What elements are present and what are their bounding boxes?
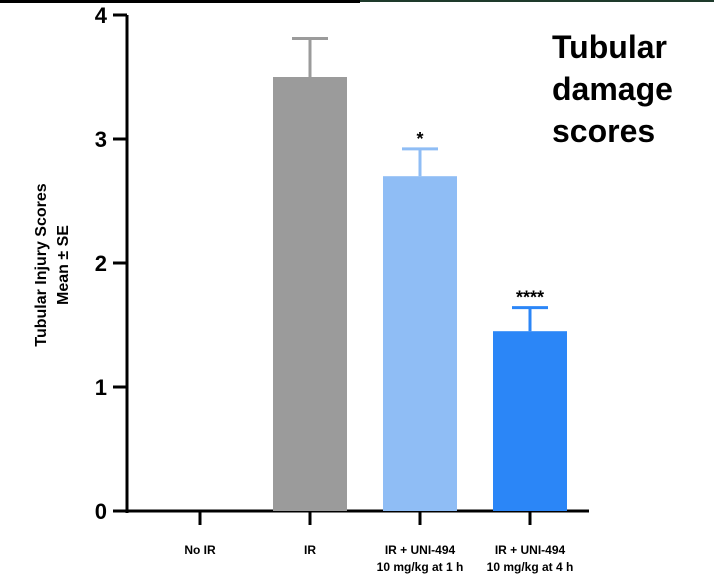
x-tick-label: IR + UNI-494 [385, 543, 456, 557]
y-axis-label-line2: Mean ± SE [55, 225, 72, 305]
top-border-strip [0, 0, 360, 3]
bars [273, 77, 567, 511]
x-tick-label: IR [304, 543, 316, 557]
y-tick-labels: 0 1 2 3 4 [95, 3, 108, 524]
y-tick-label: 1 [95, 375, 107, 400]
chart-title-line2: damage [552, 71, 673, 107]
y-tick-label: 0 [95, 499, 107, 524]
x-tick-label: IR + UNI-494 [495, 543, 566, 557]
y-tick-label: 4 [95, 3, 108, 28]
x-tick-labels: No IR IR IR + UNI-494 10 mg/kg at 1 h IR + U… [184, 543, 573, 574]
significance-label: **** [516, 288, 544, 308]
bar [273, 77, 347, 511]
significance-markers: ***** [416, 129, 544, 308]
bar [493, 331, 567, 511]
x-tick-label-line2: 10 mg/kg at 4 h [487, 560, 574, 574]
top-border-strip-right [360, 0, 714, 2]
y-axis-label-line1: Tubular Injury Scores [33, 183, 50, 346]
chart-title-line3: scores [552, 113, 655, 149]
y-tick-label: 3 [95, 127, 107, 152]
significance-label: * [416, 129, 423, 149]
bar [383, 176, 457, 511]
x-tick-label-line2: 10 mg/kg at 1 h [377, 560, 464, 574]
x-tick-label: No IR [184, 543, 216, 557]
y-tick-label: 2 [95, 251, 107, 276]
chart-title-line1: Tubular [552, 29, 667, 65]
error-bars [292, 37, 548, 332]
